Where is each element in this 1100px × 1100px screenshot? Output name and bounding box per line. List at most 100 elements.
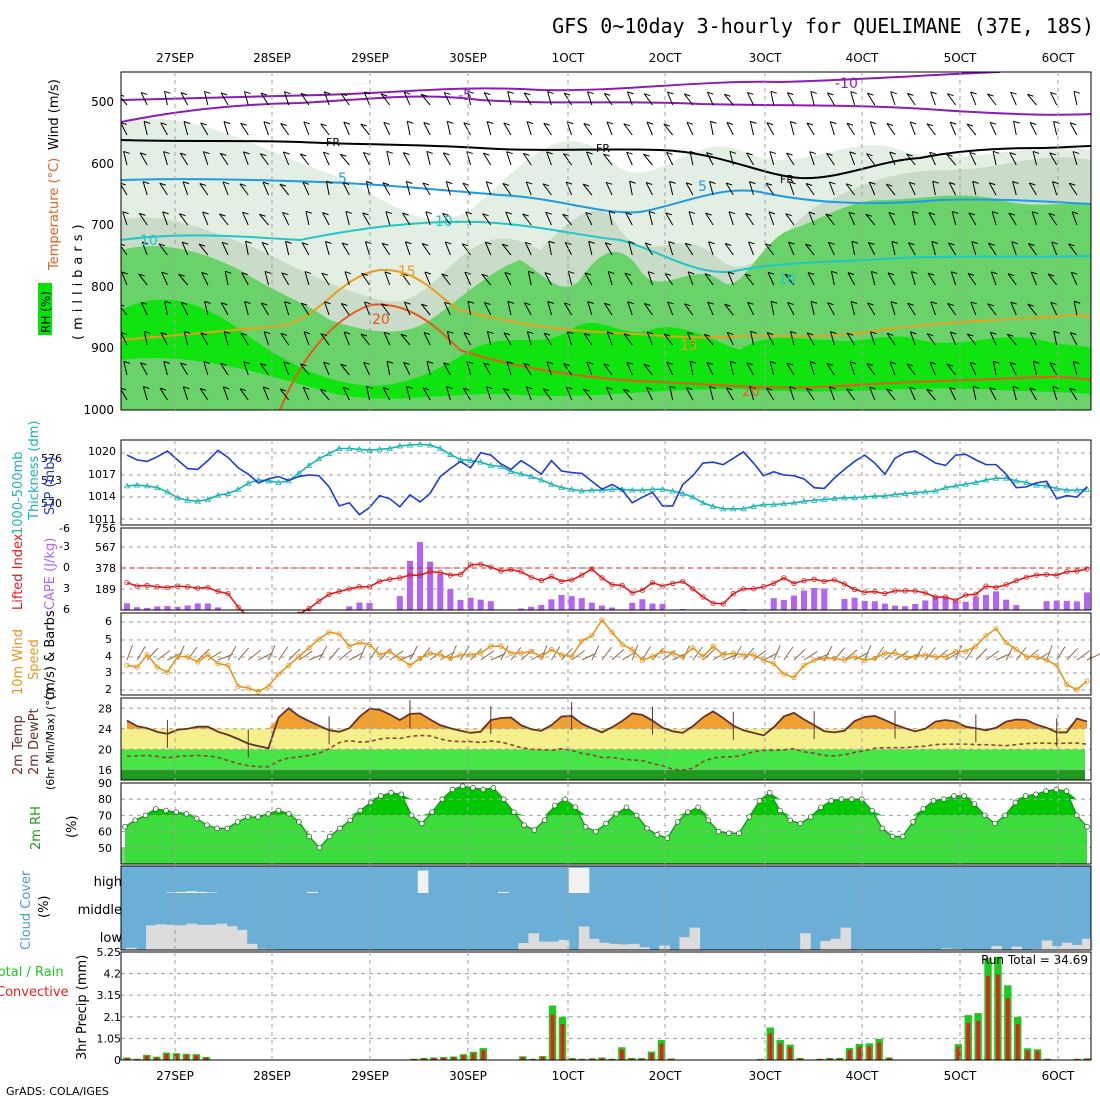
wind-barb [183,121,189,136]
wind-barb-flag [323,151,330,155]
li-line-marker [195,585,201,591]
contour-label: 15 [398,264,416,280]
wind-barb [625,212,633,226]
wind-barb [603,153,613,166]
bottom-date-labels: 27SEP 28SEP 29SEP 30SEP 1OCT 2OCT 3OCT 4OCT 5OCT… [156,1069,1075,1083]
wind-barb [446,386,451,401]
upper-contour-labels: -10 -5 FR FR FR 5 5 10 10 10 15 20 15 20 [140,76,858,400]
surface-wind-barb [177,645,185,661]
cloud-low-bar [548,941,560,950]
wind-barb [546,361,552,376]
li-line-marker [225,590,231,597]
wind-barb-flag [425,211,432,215]
li-line-marker [498,568,504,574]
wind-barb [845,388,855,401]
precip-conv-bar [560,1024,565,1060]
precip-conv-bar [778,1043,783,1060]
li-line-marker [649,580,656,586]
wind-barb-flag [220,362,227,366]
wind-barb-flag [750,120,757,124]
surface-wind-barb [965,646,975,661]
wind-barb [1073,91,1078,106]
surface-wind-barb [561,647,573,661]
wind-barb-flag [324,91,331,95]
wind-barb-flag [566,181,573,185]
wind-barb-flag [121,182,126,186]
wind-barb-flag [282,211,289,215]
wind-barb-flag [243,361,250,365]
wind-barb [483,92,492,106]
wind-barb [770,301,775,316]
wind-barb [826,153,835,166]
wind-barb [444,241,451,256]
cape-bar [993,591,1000,610]
li-line-marker [387,576,393,582]
wind-barb [261,242,269,256]
wind-barb [847,272,856,286]
wind-barb [121,332,128,346]
li-line-marker [336,588,342,595]
wind-barb [687,271,694,286]
wind-barb-flag [525,241,532,245]
wind-barb [282,212,290,226]
rh-marker [173,809,179,815]
wind-speed-line-marker [963,648,969,654]
wind-barb-flag [946,153,953,157]
isotherm-freezing [121,139,1091,180]
wind-barb [706,362,714,376]
wind-barb [1052,386,1058,401]
cape-bar [1083,592,1091,610]
wind-barb [446,121,451,136]
precip-conv-bar [610,1058,614,1060]
wind-barb [1053,331,1058,346]
wind-speed-line-marker [1033,654,1040,660]
wind-barb [365,181,371,196]
thickness-line-marker [740,505,747,512]
surface-wind-barb [753,649,767,661]
cape-bar [790,595,797,610]
wind-barb [1027,303,1037,316]
wind-barb-flag [689,150,697,154]
wind-barb-flag [200,122,207,126]
wind-barb-flag [341,303,348,307]
rh-marker [654,832,660,838]
wind-barb [930,91,936,106]
bottom-date-label: 4OCT [846,1069,879,1083]
rh-marker [1084,823,1090,830]
li-line-marker [892,588,898,594]
wind-barb [283,361,290,376]
wind-barb-flag [160,332,168,336]
li-line-marker [306,606,312,612]
wind-barb-flag [992,150,1000,154]
wind-barb [121,271,128,286]
rh-marker [1012,799,1019,806]
wind-speed-line-marker [457,652,464,658]
wind-speed-line-marker [245,685,251,691]
cape-bar [447,589,454,610]
upper-ylabel-pressure: (millibars) [71,219,86,340]
thickness-line-marker [507,468,515,474]
wind-barb [946,93,957,106]
wind-barb-flag [466,151,473,155]
wind-barb [562,153,573,166]
wind-barb-flag [768,211,776,215]
cape-bar [396,596,403,610]
wind-barb-flag [644,93,651,97]
cloud-low-bar [800,933,811,950]
wind-speed-line-marker [942,654,949,660]
wind-barb [810,91,815,106]
rh-marker [930,798,937,804]
thickness-line-marker [790,499,798,506]
wind-barb-flag [279,183,287,187]
wind-barb [623,333,633,346]
wind-barb-flag [223,386,230,390]
rh-marker [285,810,292,817]
wind-barb-flag [220,92,228,96]
wind-barb-flag [444,301,451,305]
wind-barb-flag [770,300,778,304]
wind-barb-flag [161,271,168,275]
wind-barb [182,181,189,196]
wind-barb-flag [644,303,651,307]
wind-barb [383,122,391,136]
